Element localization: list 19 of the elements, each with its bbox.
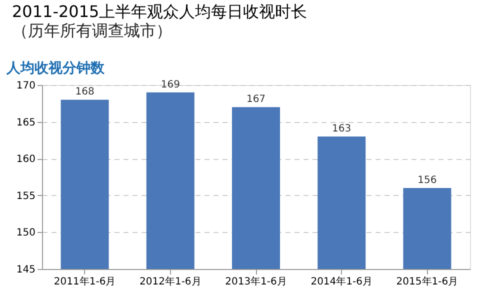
data-label: 169: [160, 79, 180, 90]
y-axis-title: 人均收视分钟数: [6, 60, 106, 76]
x-tick-label: 2014年1-6月: [310, 276, 372, 288]
y-tick-label: 165: [16, 117, 36, 128]
data-label: 163: [332, 124, 352, 135]
y-tick-label: 170: [16, 80, 36, 92]
x-tick-label: 2011年1-6月: [54, 276, 116, 288]
data-label: 167: [246, 94, 266, 106]
chart-title: 2011-2015上半年观众人均每日收视时长: [12, 2, 308, 21]
y-tick-label: 155: [16, 190, 36, 202]
y-tick-label: 160: [16, 154, 36, 166]
x-tick-label: 2013年1-6月: [225, 276, 287, 288]
y-tick-label: 150: [16, 228, 36, 239]
data-label: 156: [418, 175, 437, 186]
x-tick-label: 2012年1-6月: [140, 276, 202, 288]
y-tick-label: 145: [16, 264, 36, 276]
x-tick-label: 2015年1-6月: [396, 276, 458, 288]
chart-subtitle: （历年所有调查城市）: [12, 21, 172, 40]
data-label: 168: [75, 86, 94, 98]
